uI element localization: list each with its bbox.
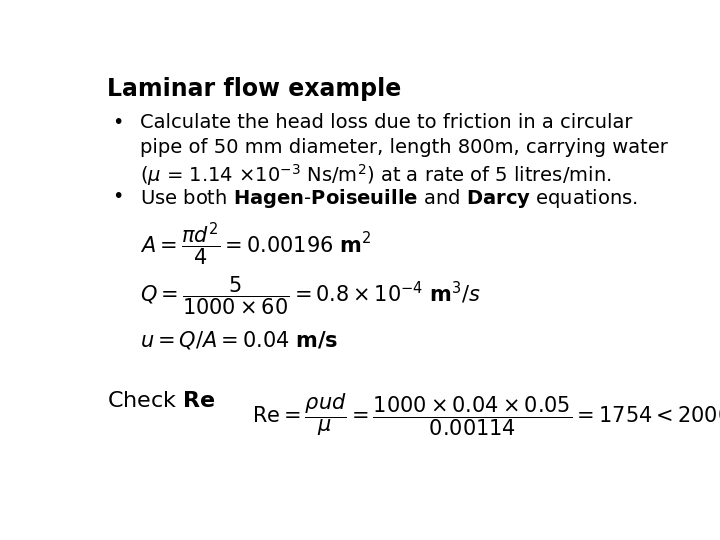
Text: ($\mathit{\mu}$ = 1.14 $\times$10$^{-3}$ Ns/m$^{2}$) at a rate of 5 litres/min.: ($\mathit{\mu}$ = 1.14 $\times$10$^{-3}$… xyxy=(140,163,612,188)
Text: $u = Q / A = 0.04\ \mathbf{m/s}$: $u = Q / A = 0.04\ \mathbf{m/s}$ xyxy=(140,329,338,351)
Text: Calculate the head loss due to friction in a circular: Calculate the head loss due to friction … xyxy=(140,113,633,132)
Text: $A = \dfrac{\pi d^{2}}{4} = 0.00196\ \mathbf{m}^{2}$: $A = \dfrac{\pi d^{2}}{4} = 0.00196\ \ma… xyxy=(140,221,372,268)
Text: •: • xyxy=(112,187,124,206)
Text: •: • xyxy=(112,113,124,132)
Text: $Q = \dfrac{5}{1000\times 60} = 0.8\times10^{-4}\ \mathbf{m}^{3}/s$: $Q = \dfrac{5}{1000\times 60} = 0.8\time… xyxy=(140,275,481,318)
Text: $\mathrm{Re} = \dfrac{\rho u d}{\mu} = \dfrac{1000\times0.04\times0.05}{0.00114}: $\mathrm{Re} = \dfrac{\rho u d}{\mu} = \… xyxy=(252,391,720,438)
Text: Check $\mathbf{Re}$: Check $\mathbf{Re}$ xyxy=(107,391,215,411)
Text: pipe of 50 mm diameter, length 800m, carrying water: pipe of 50 mm diameter, length 800m, car… xyxy=(140,138,668,157)
Text: Laminar flow example: Laminar flow example xyxy=(107,77,401,102)
Text: Use both $\mathbf{Hagen}$-$\mathbf{Poiseuille}$ and $\mathbf{Darcy}$ equations.: Use both $\mathbf{Hagen}$-$\mathbf{Poise… xyxy=(140,187,638,211)
